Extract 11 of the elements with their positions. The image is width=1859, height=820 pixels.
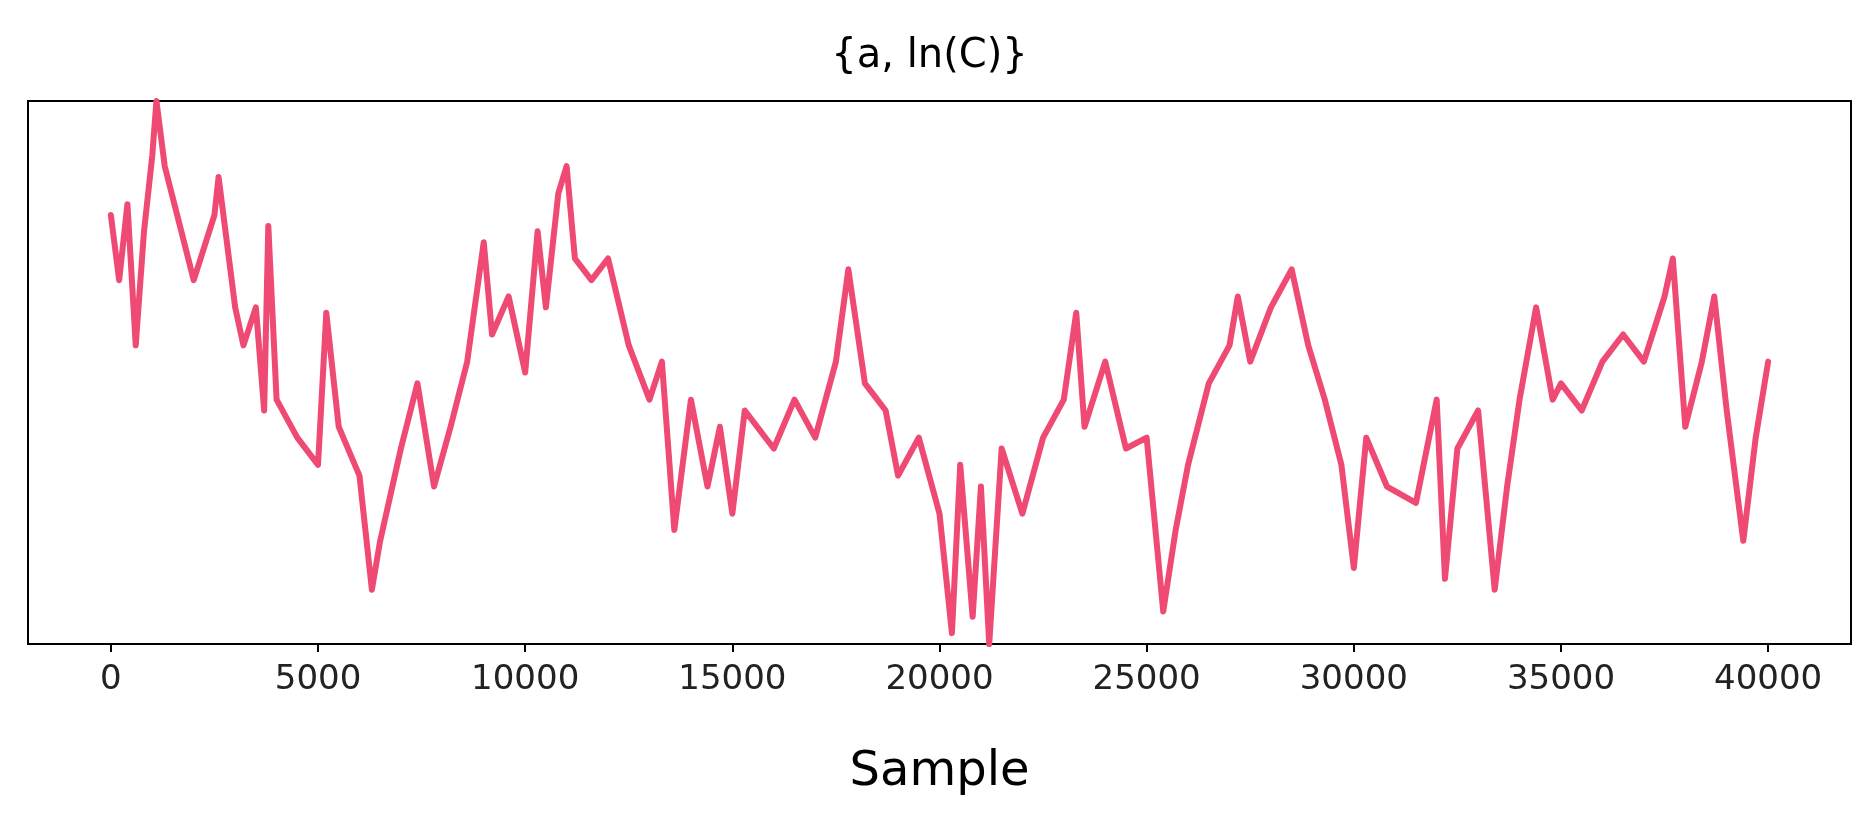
x-tick-label: 0 xyxy=(100,657,122,697)
x-axis-title: Sample xyxy=(849,740,1030,796)
x-tick-label: 5000 xyxy=(274,657,362,697)
x-tick-label: 35000 xyxy=(1506,657,1616,697)
x-tick-label: 10000 xyxy=(471,657,580,697)
x-tick-label: 40000 xyxy=(1714,657,1823,697)
chart-title: {a, ln(C)} xyxy=(831,30,1028,76)
x-tick-label: 15000 xyxy=(678,657,787,697)
x-tick-label: 30000 xyxy=(1299,657,1408,697)
x-tick-label: 25000 xyxy=(1092,657,1201,697)
x-tick-label: 20000 xyxy=(885,657,994,697)
